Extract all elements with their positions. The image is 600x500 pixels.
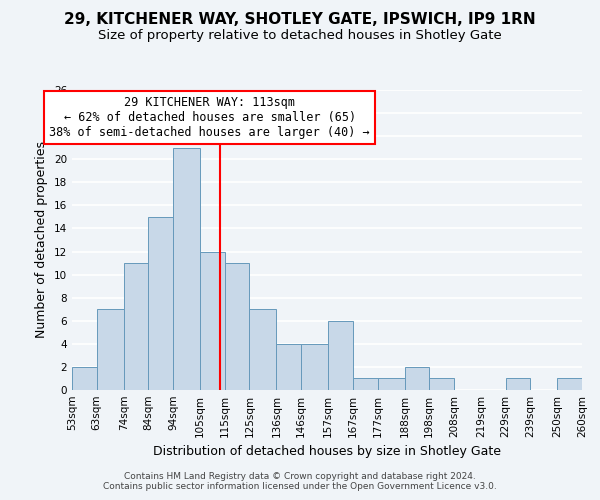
Bar: [328, 321, 353, 390]
X-axis label: Distribution of detached houses by size in Shotley Gate: Distribution of detached houses by size …: [153, 446, 501, 458]
Text: Contains public sector information licensed under the Open Government Licence v3: Contains public sector information licen…: [103, 482, 497, 491]
Text: 29, KITCHENER WAY, SHOTLEY GATE, IPSWICH, IP9 1RN: 29, KITCHENER WAY, SHOTLEY GATE, IPSWICH…: [64, 12, 536, 28]
Bar: [404, 367, 429, 390]
Bar: [506, 378, 530, 390]
Text: 29 KITCHENER WAY: 113sqm
← 62% of detached houses are smaller (65)
38% of semi-d: 29 KITCHENER WAY: 113sqm ← 62% of detach…: [49, 96, 370, 139]
Bar: [225, 263, 250, 390]
Bar: [353, 378, 377, 390]
Bar: [377, 378, 404, 390]
Bar: [124, 263, 148, 390]
Bar: [277, 344, 301, 390]
Bar: [148, 217, 173, 390]
Text: Contains HM Land Registry data © Crown copyright and database right 2024.: Contains HM Land Registry data © Crown c…: [124, 472, 476, 481]
Bar: [429, 378, 454, 390]
Bar: [557, 378, 582, 390]
Y-axis label: Number of detached properties: Number of detached properties: [35, 142, 49, 338]
Bar: [200, 252, 225, 390]
Bar: [173, 148, 200, 390]
Bar: [97, 309, 124, 390]
Bar: [301, 344, 328, 390]
Bar: [250, 309, 277, 390]
Bar: [72, 367, 97, 390]
Text: Size of property relative to detached houses in Shotley Gate: Size of property relative to detached ho…: [98, 29, 502, 42]
